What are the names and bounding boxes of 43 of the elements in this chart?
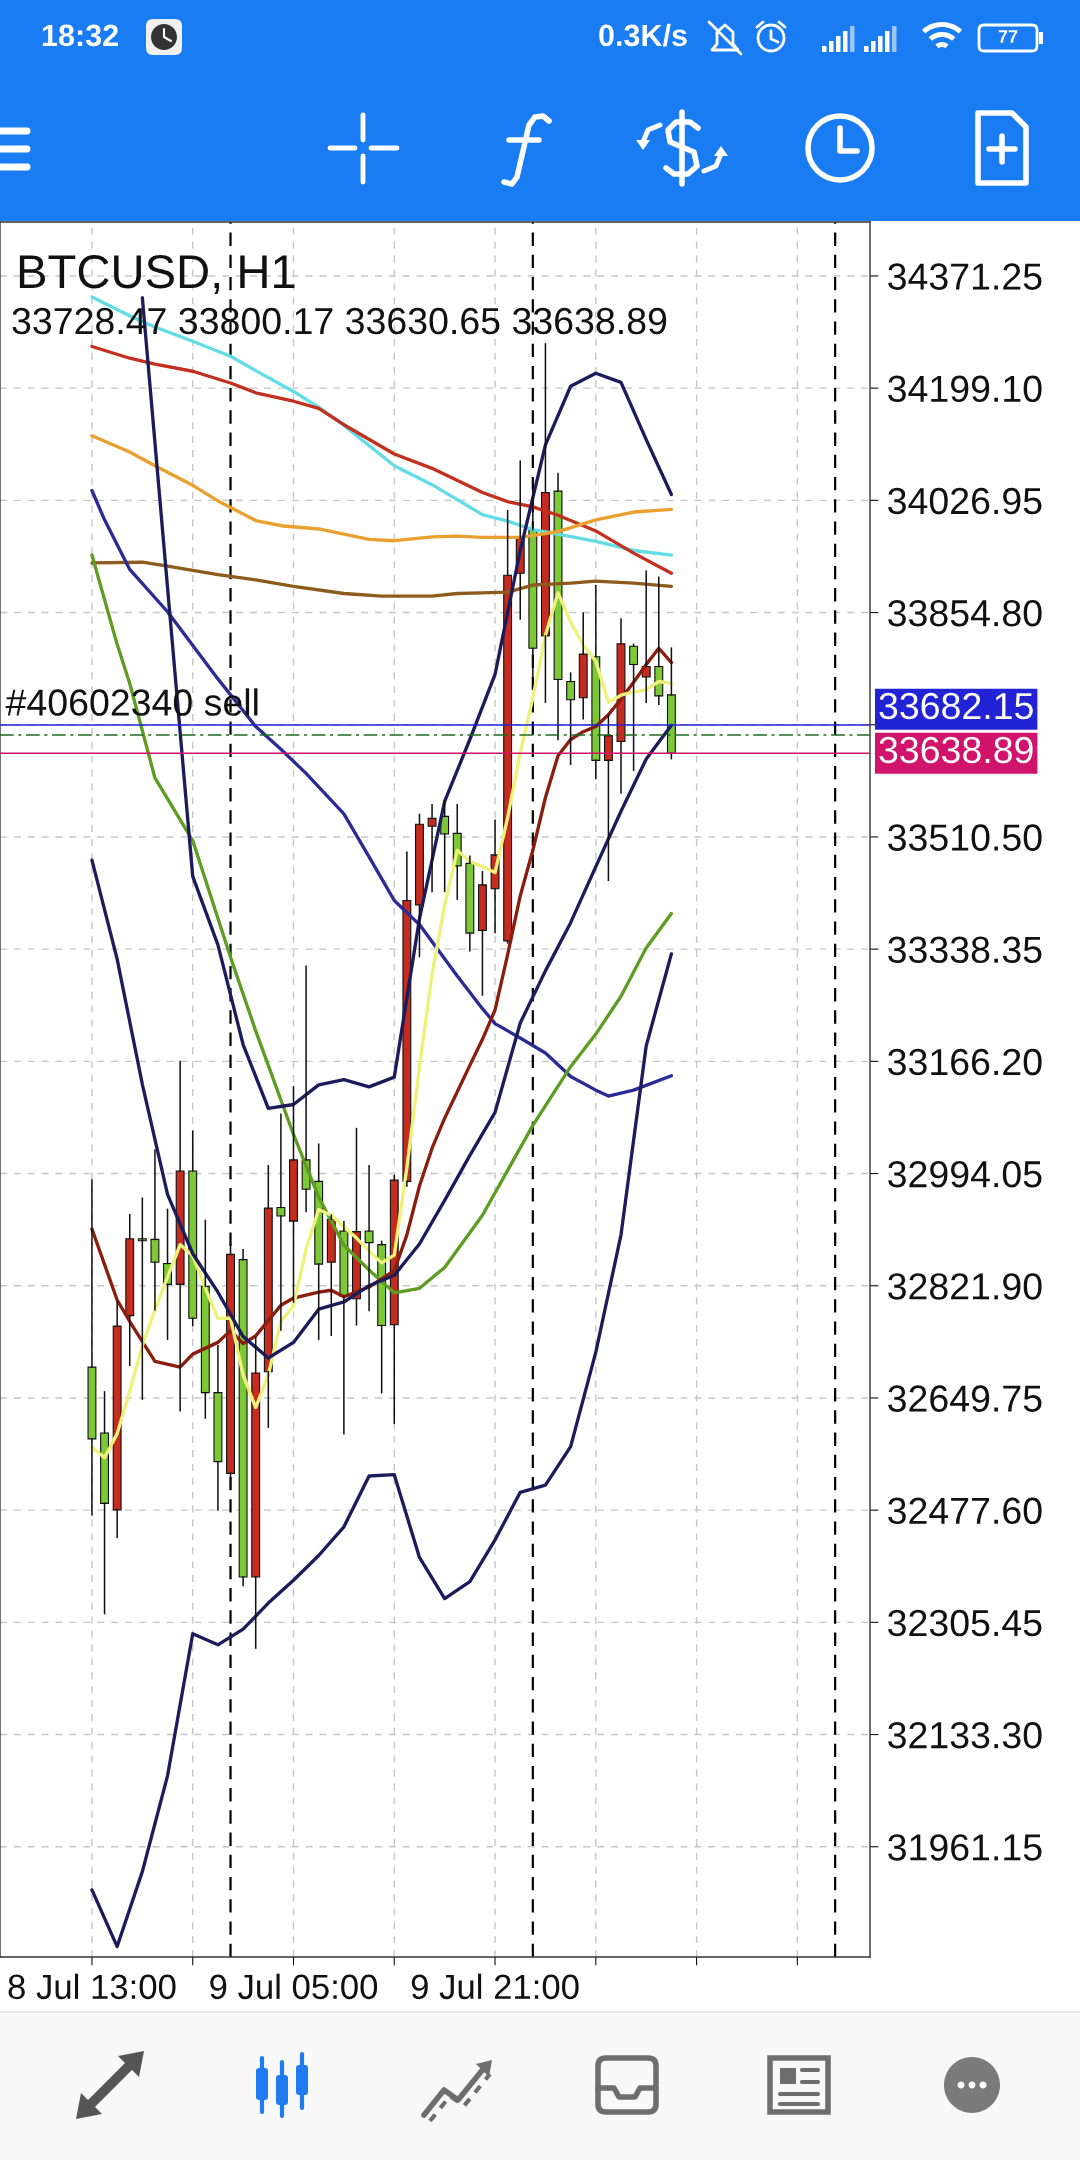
y-tick-label: 32305.45 [888,1609,1042,1637]
y-tick-label: 32821.90 [888,1273,1042,1300]
candlestick [263,1164,273,1428]
y-tick-label: 33510.50 [888,824,1042,851]
candlestick [289,1086,298,1303]
candlestick [364,1164,374,1312]
y-tick-label: 32649.75 [888,1385,1042,1412]
candlestick [100,1391,110,1615]
x-tick-label: 8 Jul 13:00 [8,1973,176,2000]
y-tick-label: 33854.80 [888,599,1042,627]
candlestick [112,1301,122,1539]
candlestick [276,1113,286,1331]
candlestick [213,1344,223,1511]
x-tick-label: 9 Jul 05:00 [210,1973,378,2000]
y-tick-label: 34199.10 [888,375,1042,403]
candlestick [125,1213,135,1366]
text: 18:32 [42,24,118,47]
candlestick [150,1149,160,1311]
y-tick-label: 34026.95 [888,487,1042,515]
y-tick-label: 32477.60 [888,1497,1042,1525]
candlestick [200,1219,210,1419]
y-tick-label: 33166.20 [888,1048,1042,1076]
candlestick [603,714,613,882]
y-tick-label: 32133.30 [888,1721,1042,1749]
y-tick-label: 33338.35 [888,936,1042,964]
candlestick [578,612,588,720]
text: 0.3K/s [599,23,687,47]
candlestick [427,803,437,893]
y-tick-label: 31961.15 [888,1834,1042,1861]
y-tick-label: 34371.25 [888,263,1042,290]
candlestick [238,1249,248,1587]
candlestick [528,489,538,678]
candlestick [629,643,639,771]
candlestick [465,855,475,952]
line-series [90,952,674,1949]
y-tick-label: 32994.05 [888,1160,1042,1188]
ref-line-label: 33638.89 [879,736,1033,764]
text: BTCUSD, H1 [19,255,295,295]
candlestick [251,1336,261,1649]
ref-line-label: 33682.15 [879,692,1033,720]
candlestick [87,1179,97,1516]
text: 77 [998,30,1018,43]
x-tick-label: 9 Jul 21:00 [411,1973,579,2000]
